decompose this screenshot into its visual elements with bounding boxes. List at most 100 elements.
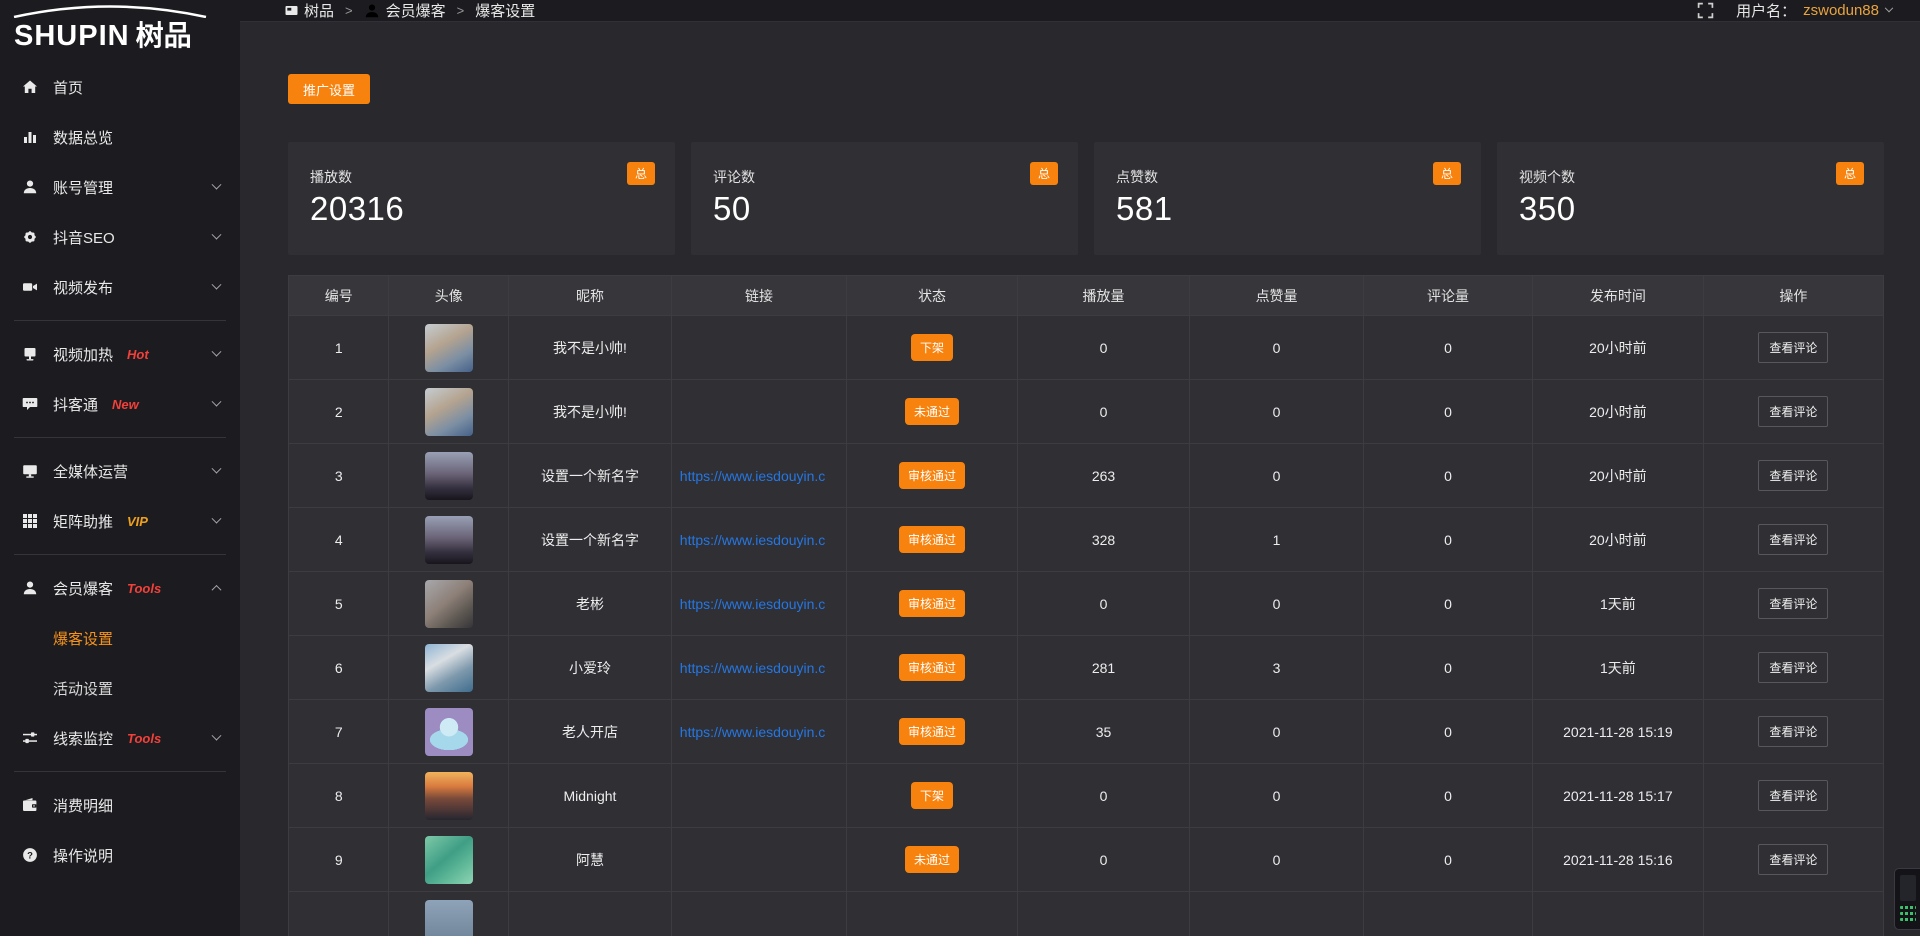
sidebar-item[interactable]: 首页 [0, 62, 240, 112]
topbar-right: 用户名： zswodun88 [1697, 0, 1894, 21]
sidebar-item[interactable]: 视频发布 [0, 262, 240, 312]
action-cell: 查看评论 [1702, 443, 1885, 508]
stat-label: 评论数 [713, 169, 755, 185]
service-widget-dots [1900, 918, 1916, 921]
table-row: 5 老彬 https://www.iesdouyin.c 审核通过 0 0 0 1天前 查看评论 [287, 571, 1885, 636]
sidebar-item[interactable]: 线索监控 Tools [0, 713, 240, 763]
column-header: 点赞量 [1189, 275, 1364, 316]
username-value: zswodun88 [1803, 2, 1879, 19]
table-header: 编号 头像 昵称 链接 状态 播放量 点赞量 评论量 发布时间 操作 [287, 275, 1885, 316]
breadcrumb-label: 树品 [304, 3, 335, 20]
sidebar-item-label: 操作说明 [53, 847, 114, 865]
avatar [424, 899, 473, 936]
status-badge: 未通过 [905, 846, 960, 873]
sidebar-item[interactable]: 账号管理 [0, 162, 240, 212]
likes-cell [1189, 891, 1364, 936]
breadcrumb: 树品 > 会员爆客 > 爆客设置 [285, 0, 535, 21]
fullscreen-icon[interactable] [1697, 2, 1714, 19]
avatar [424, 387, 473, 436]
stat-value: 50 [713, 190, 751, 227]
divider [14, 554, 226, 555]
row-number-cell: 5 [287, 571, 390, 636]
comments-cell: 0 [1362, 763, 1534, 828]
view-comments-button[interactable]: 查看评论 [1758, 460, 1829, 491]
breadcrumb-item[interactable]: 树品 [285, 0, 334, 21]
status-cell: 审核通过 [846, 635, 1018, 700]
publish-time-cell: 1天前 [1532, 571, 1704, 636]
sidebar-subitem[interactable]: 活动设置 [53, 680, 114, 698]
status-cell [846, 891, 1018, 936]
avatar-cell [388, 699, 510, 764]
table-header-row: 编号 头像 昵称 链接 状态 播放量 点赞量 评论量 发布时间 操作 [287, 275, 1885, 316]
sidebar-item[interactable]: ? 操作说明 [0, 830, 240, 880]
row-number-cell: 6 [287, 635, 390, 700]
avatar [424, 771, 473, 820]
total-badge: 总 [1029, 162, 1058, 185]
user-menu[interactable]: 用户名： zswodun88 [1736, 0, 1894, 21]
avatar-cell [388, 635, 510, 700]
stat-value: 350 [1519, 190, 1576, 227]
sidebar-item[interactable]: 数据总览 [0, 112, 240, 162]
menu-badge: Tools [127, 730, 162, 746]
column-header: 操作 [1702, 275, 1885, 316]
avatar-cell [388, 443, 510, 508]
link-cell [670, 315, 848, 380]
view-comments-button[interactable]: 查看评论 [1758, 332, 1829, 363]
heat-icon [20, 346, 40, 362]
plays-cell [1016, 891, 1191, 936]
table-row: 4 设置一个新名字 https://www.iesdouyin.c 审核通过 328 1 0… [287, 507, 1885, 572]
video-link[interactable]: https://www.iesdouyin.c [679, 531, 826, 548]
view-comments-button[interactable]: 查看评论 [1758, 780, 1829, 811]
nickname-cell: 老彬 [508, 571, 672, 636]
avatar [424, 643, 473, 692]
video-link[interactable]: https://www.iesdouyin.c [679, 467, 826, 484]
likes-cell: 0 [1189, 443, 1364, 508]
avatar-cell [388, 315, 510, 380]
sidebar-item[interactable]: 抖客通 New [0, 379, 240, 429]
view-comments-button[interactable]: 查看评论 [1758, 588, 1829, 619]
plays-cell: 263 [1016, 443, 1191, 508]
sidebar-item-label: 抖客通 [53, 396, 99, 414]
status-cell: 未通过 [846, 379, 1018, 444]
breadcrumb-item[interactable]: 会员爆客 [364, 0, 446, 21]
chevron-up-icon [211, 584, 222, 595]
service-widget-dots [1900, 906, 1916, 909]
promo-settings-button[interactable]: 推广设置 [288, 74, 371, 104]
nickname-cell: Midnight [508, 763, 672, 828]
help-icon: ? [20, 847, 40, 863]
publish-time-cell [1532, 891, 1704, 936]
table-row: 7 老人开店 https://www.iesdouyin.c 审核通过 35 0 0 2021… [287, 699, 1885, 764]
column-header: 昵称 [508, 275, 672, 316]
comments-cell: 0 [1362, 571, 1534, 636]
sidebar-item[interactable]: 消费明细 [0, 780, 240, 830]
breadcrumb-item[interactable]: 爆客设置 [475, 0, 535, 21]
column-header: 评论量 [1362, 275, 1534, 316]
view-comments-button[interactable]: 查看评论 [1758, 396, 1829, 427]
sidebar-subitem[interactable]: 爆客设置 [53, 630, 114, 648]
table-row: 6 小爱玲 https://www.iesdouyin.c 审核通过 281 3 0 1天前 查… [287, 635, 1885, 700]
breadcrumb-separator: > [345, 3, 353, 18]
view-comments-button[interactable]: 查看评论 [1758, 844, 1829, 875]
video-link[interactable]: https://www.iesdouyin.c [679, 595, 826, 612]
column-header: 状态 [846, 275, 1018, 316]
avatar [424, 323, 473, 372]
video-link[interactable]: https://www.iesdouyin.c [679, 659, 826, 676]
sidebar-item[interactable]: 会员爆客 Tools [0, 563, 240, 613]
video-link[interactable]: https://www.iesdouyin.c [679, 723, 826, 740]
view-comments-button[interactable]: 查看评论 [1758, 652, 1829, 683]
view-comments-button[interactable]: 查看评论 [1758, 716, 1829, 747]
chevron-down-icon [211, 513, 222, 524]
chevron-down-icon [211, 396, 222, 407]
total-badge: 总 [626, 162, 655, 185]
sidebar-item[interactable]: 视频加热 Hot [0, 329, 240, 379]
publish-time-cell: 20小时前 [1532, 443, 1704, 508]
view-comments-button[interactable]: 查看评论 [1758, 524, 1829, 555]
sidebar-item[interactable]: 抖音SEO [0, 212, 240, 262]
sidebar-item-label: 首页 [53, 79, 84, 97]
sidebar-item[interactable]: 矩阵助推 VIP [0, 496, 240, 546]
service-widget[interactable] [1894, 868, 1920, 930]
status-badge: 审核通过 [899, 718, 966, 745]
sidebar-item-label: 抖音SEO [53, 229, 115, 247]
action-cell: 查看评论 [1702, 315, 1885, 380]
sidebar-item[interactable]: 全媒体运营 [0, 446, 240, 496]
